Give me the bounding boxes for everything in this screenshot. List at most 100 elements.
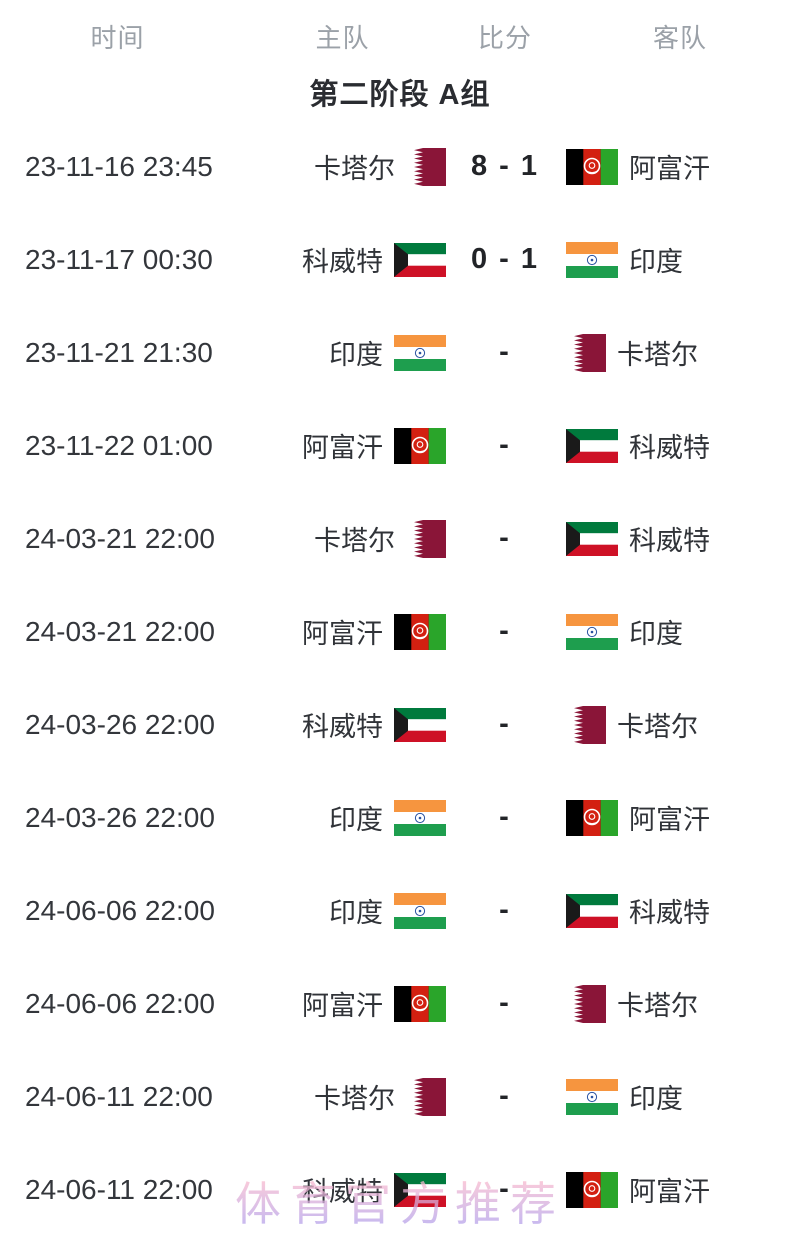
home-team-cell: 科威特 [235,1170,450,1209]
home-team-name: 科威特 [302,712,383,742]
kuwait-flag-icon [566,428,618,463]
match-score: - [499,801,511,833]
home-team-cell: 阿富汗 [235,426,450,465]
home-team-cell: 印度 [235,333,450,372]
afghanistan-flag-icon [566,1171,618,1208]
away-team-name: 阿富汗 [629,154,710,184]
away-team-cell: 科威特 [560,891,800,930]
away-team-name: 卡塔尔 [617,712,698,742]
header-home: 主队 [315,22,370,53]
away-team-cell: 印度 [560,1077,800,1116]
home-team-name: 阿富汗 [302,991,383,1021]
away-team-cell: 卡塔尔 [560,333,800,372]
match-score: - [499,894,511,926]
away-team-cell: 阿富汗 [560,798,800,837]
match-row[interactable]: 23-11-22 01:00 阿富汗 - 科威特 [0,399,800,492]
match-score: - [499,987,511,1019]
qatar-flag-icon [566,705,606,744]
table-header: 时间 主队 比分 客队 [0,0,800,64]
home-team-cell: 印度 [235,891,450,930]
home-team-name: 阿富汗 [302,433,383,463]
home-team-name: 科威特 [302,247,383,277]
home-team-cell: 阿富汗 [235,612,450,651]
away-team-name: 印度 [629,619,683,649]
away-team-cell: 卡塔尔 [560,984,800,1023]
away-team-cell: 印度 [560,612,800,651]
afghanistan-flag-icon [394,985,446,1022]
qatar-flag-icon [406,1077,446,1116]
match-time: 24-06-06 22:00 [25,987,215,1019]
away-team-name: 阿富汗 [629,805,710,835]
header-score: 比分 [477,22,532,53]
match-row[interactable]: 23-11-16 23:45 卡塔尔 8 - 1 阿富汗 [0,120,800,213]
match-score: - [499,429,511,461]
away-team-cell: 阿富汗 [560,1170,800,1209]
match-time: 23-11-21 21:30 [25,336,213,368]
match-time: 24-06-11 22:00 [25,1080,213,1112]
home-team-name: 卡塔尔 [314,154,395,184]
india-flag-icon [566,1078,618,1115]
home-team-cell: 印度 [235,798,450,837]
away-team-cell: 印度 [560,240,800,279]
match-score: 0 - 1 [470,243,540,275]
kuwait-flag-icon [394,707,446,742]
kuwait-flag-icon [566,893,618,928]
home-team-cell: 科威特 [235,240,450,279]
afghanistan-flag-icon [566,799,618,836]
match-row[interactable]: 24-06-06 22:00 阿富汗 - 卡塔尔 [0,957,800,1050]
match-row[interactable]: 24-03-26 22:00 印度 - 阿富汗 [0,771,800,864]
home-team-cell: 阿富汗 [235,984,450,1023]
home-team-cell: 卡塔尔 [235,519,450,558]
home-team-name: 印度 [329,340,383,370]
match-time: 24-03-21 22:00 [25,615,215,647]
match-time: 24-06-11 22:00 [25,1173,213,1205]
home-team-cell: 科威特 [235,705,450,744]
match-row[interactable]: 24-06-11 22:00 卡塔尔 - 印度 [0,1050,800,1143]
match-time: 23-11-16 23:45 [25,150,213,182]
qatar-flag-icon [406,519,446,558]
away-team-cell: 科威特 [560,519,800,558]
match-row[interactable]: 24-03-21 22:00 阿富汗 - 印度 [0,585,800,678]
away-team-name: 科威特 [629,526,710,556]
home-team-name: 印度 [329,898,383,928]
match-score: - [499,615,511,647]
match-score: - [499,1173,511,1205]
away-team-name: 卡塔尔 [617,991,698,1021]
match-time: 23-11-17 00:30 [25,243,213,275]
qatar-flag-icon [566,333,606,372]
match-row[interactable]: 24-06-06 22:00 印度 - 科威特 [0,864,800,957]
match-row[interactable]: 24-03-26 22:00 科威特 - 卡塔尔 [0,678,800,771]
away-team-name: 科威特 [629,433,710,463]
afghanistan-flag-icon [566,148,618,185]
away-team-name: 印度 [629,1084,683,1114]
match-time: 24-03-26 22:00 [25,801,215,833]
match-row[interactable]: 23-11-21 21:30 印度 - 卡塔尔 [0,306,800,399]
away-team-cell: 卡塔尔 [560,705,800,744]
away-team-name: 阿富汗 [629,1177,710,1207]
india-flag-icon [566,613,618,650]
match-time: 24-03-21 22:00 [25,522,215,554]
away-team-name: 科威特 [629,898,710,928]
india-flag-icon [566,241,618,278]
match-time: 24-06-06 22:00 [25,894,215,926]
away-team-name: 印度 [629,247,683,277]
match-score: - [499,708,511,740]
home-team-name: 阿富汗 [302,619,383,649]
match-score: - [499,522,511,554]
home-team-name: 印度 [329,805,383,835]
qatar-flag-icon [566,984,606,1023]
match-row[interactable]: 24-03-21 22:00 卡塔尔 - 科威特 [0,492,800,585]
kuwait-flag-icon [394,242,446,277]
kuwait-flag-icon [394,1172,446,1207]
home-team-cell: 卡塔尔 [235,147,450,186]
header-time: 时间 [90,22,145,53]
away-team-cell: 阿富汗 [560,147,800,186]
home-team-cell: 卡塔尔 [235,1077,450,1116]
match-time: 24-03-26 22:00 [25,708,215,740]
home-team-name: 卡塔尔 [314,1084,395,1114]
match-row[interactable]: 24-06-11 22:00 科威特 - 阿富汗 [0,1143,800,1236]
india-flag-icon [394,799,446,836]
away-team-cell: 科威特 [560,426,800,465]
match-row[interactable]: 23-11-17 00:30 科威特 0 - 1 印度 [0,213,800,306]
